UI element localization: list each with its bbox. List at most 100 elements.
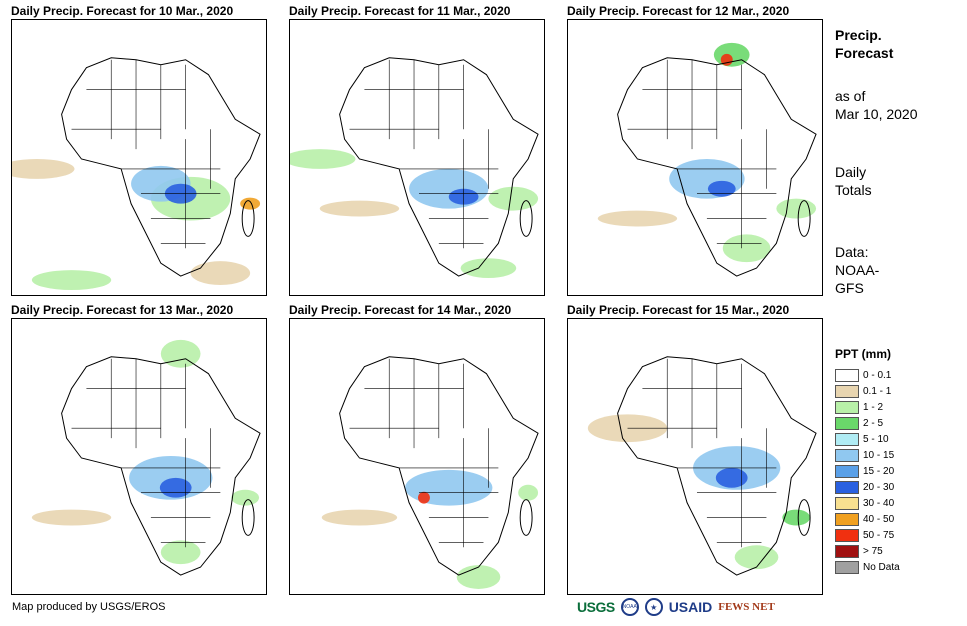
africa-map-5 — [290, 319, 544, 594]
sidebar-data-line1: Data: — [835, 243, 879, 261]
precip-area — [708, 181, 736, 197]
legend-item: 5 - 10 — [835, 431, 900, 447]
legend: 0 - 0.1 0.1 - 1 1 - 2 2 - 5 5 - 10 10 - 15 15 … — [835, 367, 900, 575]
africa-map-3 — [568, 20, 822, 295]
precip-area — [161, 540, 201, 564]
map-panel-5 — [289, 318, 545, 595]
panel-title-6: Daily Precip. Forecast for 15 Mar., 2020 — [567, 303, 789, 317]
sidebar-data-line2: NOAA- — [835, 261, 879, 279]
precip-area — [32, 510, 111, 526]
legend-label: 10 - 15 — [863, 450, 894, 461]
legend-label: 30 - 40 — [863, 498, 894, 509]
legend-swatch — [835, 369, 859, 382]
legend-label: 5 - 10 — [863, 434, 889, 445]
legend-swatch — [835, 481, 859, 494]
legend-item: 0.1 - 1 — [835, 383, 900, 399]
sidebar-data-line3: GFS — [835, 279, 879, 297]
legend-item: 30 - 40 — [835, 495, 900, 511]
legend-swatch — [835, 449, 859, 462]
noaa-logo: NOAA — [621, 598, 639, 616]
usaid-seal-icon: ★ — [645, 598, 663, 616]
sidebar-title: Precip. Forecast — [835, 26, 893, 62]
map-credit: Map produced by USGS/EROS — [12, 601, 165, 613]
panel-title-1: Daily Precip. Forecast for 10 Mar., 2020 — [11, 4, 233, 18]
panel-title-2: Daily Precip. Forecast for 11 Mar., 2020 — [289, 4, 510, 18]
legend-item: 10 - 15 — [835, 447, 900, 463]
logo-strip: USGS NOAA ★ USAID FEWS NET — [577, 595, 775, 619]
fews-net-logo: FEWS NET — [718, 601, 775, 613]
legend-item: 50 - 75 — [835, 527, 900, 543]
sidebar-asof-line1: as of — [835, 87, 918, 105]
map-panel-1 — [11, 19, 267, 296]
precip-area — [409, 169, 488, 209]
madagascar-outline — [520, 500, 532, 536]
sidebar-title-line2: Forecast — [835, 44, 893, 62]
sidebar-asof: as of Mar 10, 2020 — [835, 87, 918, 123]
precip-area — [735, 545, 779, 569]
sidebar-data-source: Data: NOAA- GFS — [835, 243, 879, 297]
precip-area — [418, 492, 430, 504]
legend-label: 2 - 5 — [863, 418, 883, 429]
panel-title-3: Daily Precip. Forecast for 12 Mar., 2020 — [567, 4, 789, 18]
sidebar-totals-line1: Daily — [835, 163, 872, 181]
map-panel-6 — [567, 318, 823, 595]
africa-map-4 — [12, 319, 266, 594]
usaid-logo: USAID — [669, 599, 713, 615]
noaa-logo-text: NOAA — [623, 604, 637, 610]
precip-area — [322, 510, 397, 526]
legend-label: > 75 — [863, 546, 883, 557]
precip-area — [598, 211, 677, 227]
precip-area — [231, 490, 259, 506]
legend-swatch — [835, 561, 859, 574]
africa-map-1 — [12, 20, 266, 295]
precip-area — [461, 258, 517, 278]
legend-label: 15 - 20 — [863, 466, 894, 477]
legend-swatch — [835, 433, 859, 446]
legend-swatch — [835, 417, 859, 430]
precip-area — [518, 485, 538, 501]
precip-area — [32, 270, 111, 290]
legend-item: > 75 — [835, 543, 900, 559]
sidebar-totals: Daily Totals — [835, 163, 872, 199]
legend-label: 50 - 75 — [863, 530, 894, 541]
legend-title: PPT (mm) — [835, 347, 891, 361]
map-panel-3 — [567, 19, 823, 296]
legend-label: 40 - 50 — [863, 514, 894, 525]
map-panel-4 — [11, 318, 267, 595]
legend-swatch — [835, 497, 859, 510]
legend-item: 1 - 2 — [835, 399, 900, 415]
legend-item: No Data — [835, 559, 900, 575]
map-panel-2 — [289, 19, 545, 296]
precip-area — [320, 201, 399, 217]
legend-swatch — [835, 529, 859, 542]
precip-area — [12, 159, 75, 179]
africa-map-2 — [290, 20, 544, 295]
legend-swatch — [835, 385, 859, 398]
precip-area — [290, 149, 355, 169]
panel-title-4: Daily Precip. Forecast for 13 Mar., 2020 — [11, 303, 233, 317]
legend-label: 1 - 2 — [863, 402, 883, 413]
precip-area — [161, 340, 201, 368]
precip-area — [723, 234, 771, 262]
usgs-logo: USGS — [577, 599, 615, 615]
legend-swatch — [835, 545, 859, 558]
legend-item: 40 - 50 — [835, 511, 900, 527]
precip-area — [405, 470, 492, 506]
precip-area — [716, 468, 748, 488]
legend-label: 0 - 0.1 — [863, 370, 891, 381]
legend-label: No Data — [863, 562, 900, 573]
precip-area — [191, 261, 251, 285]
precip-area — [160, 478, 192, 498]
legend-item: 15 - 20 — [835, 463, 900, 479]
legend-item: 2 - 5 — [835, 415, 900, 431]
sidebar-asof-line2: Mar 10, 2020 — [835, 105, 918, 123]
panel-title-5: Daily Precip. Forecast for 14 Mar., 2020 — [289, 303, 511, 317]
legend-item: 20 - 30 — [835, 479, 900, 495]
legend-swatch — [835, 513, 859, 526]
legend-swatch — [835, 401, 859, 414]
legend-label: 20 - 30 — [863, 482, 894, 493]
africa-map-6 — [568, 319, 822, 594]
sidebar-title-line1: Precip. — [835, 26, 893, 44]
precip-area — [714, 43, 750, 67]
legend-swatch — [835, 465, 859, 478]
